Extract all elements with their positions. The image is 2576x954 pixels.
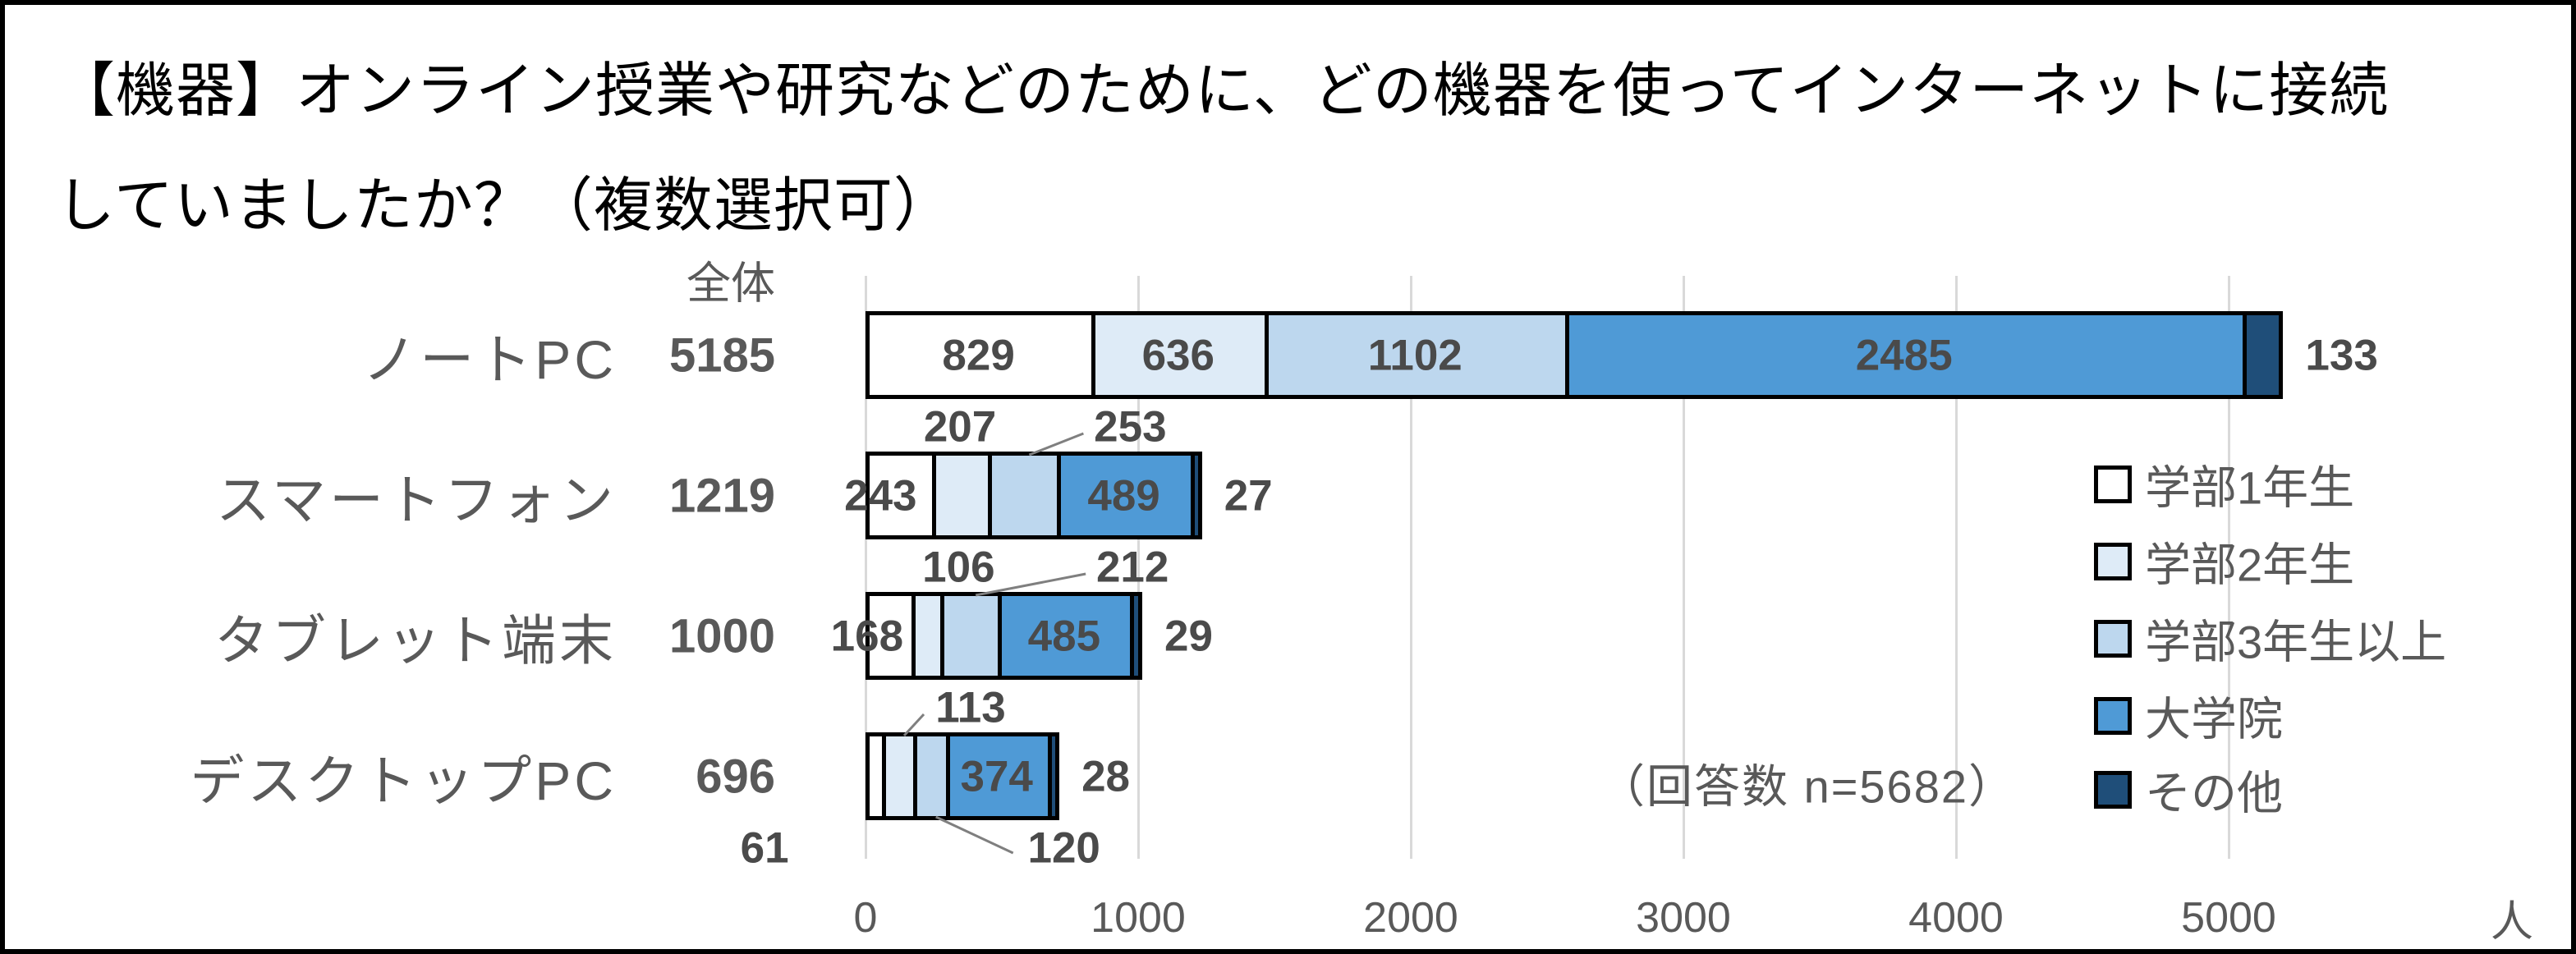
x-tick-1000: 1000 xyxy=(1091,894,1186,942)
value-label: 253 xyxy=(1094,402,1167,452)
gridline-1000 xyxy=(1136,276,1140,859)
value-label: 120 xyxy=(1027,823,1100,873)
category-label-1: スマートフォン xyxy=(215,469,617,530)
value-label: 829 xyxy=(942,331,1015,379)
total-label-3: 696 xyxy=(696,750,775,803)
x-tick-0: 0 xyxy=(853,894,878,942)
legend-label-3: 大学院 xyxy=(2145,693,2283,745)
bar-segment xyxy=(931,452,993,539)
value-label: 485 xyxy=(1027,612,1101,660)
gridline-0 xyxy=(864,276,867,859)
bar-segment xyxy=(1565,311,2248,399)
leader-line xyxy=(935,815,1014,855)
x-tick-2000: 2000 xyxy=(1363,894,1458,942)
bar-segment xyxy=(1047,732,1060,820)
bar-segment xyxy=(911,592,944,680)
value-label: 212 xyxy=(1095,543,1169,592)
bar-segment xyxy=(1130,592,1142,680)
value-label: 27 xyxy=(1224,471,1273,520)
value-label: 2485 xyxy=(1855,331,1953,379)
legend-label-1: 学部2年生 xyxy=(2145,539,2355,591)
value-label: 113 xyxy=(935,683,1006,732)
bar-segment xyxy=(988,452,1062,539)
value-label: 133 xyxy=(2305,331,2378,379)
category-label-2: タブレット端末 xyxy=(214,609,617,671)
overall-column-header: 全体 xyxy=(686,259,775,309)
legend-label-0: 学部1年生 xyxy=(2145,461,2355,514)
x-tick-4000: 4000 xyxy=(1908,894,2004,942)
legend-label-4: その他 xyxy=(2145,767,2283,819)
bar-segment xyxy=(939,592,1003,680)
x-axis-unit-label: 人 xyxy=(2490,898,2534,947)
bar-segment xyxy=(1190,452,1202,539)
legend-swatch-4 xyxy=(2094,771,2132,809)
bar-segment xyxy=(1265,311,1570,399)
response-count-note: （回答数 n=5682） xyxy=(1599,760,2016,813)
x-tick-3000: 3000 xyxy=(1636,894,1731,942)
value-label: 168 xyxy=(830,612,904,660)
total-label-1: 1219 xyxy=(668,469,775,522)
chart-title-line-1: 【機器】オンライン授業や研究などのために、どの機器を使ってインターネットに接続 xyxy=(56,58,2390,124)
bar-segment xyxy=(2243,311,2284,399)
bar-segment xyxy=(912,732,950,820)
value-label: 61 xyxy=(740,823,789,873)
gridline-5000 xyxy=(2227,276,2230,859)
legend-label-2: 学部3年生以上 xyxy=(2145,616,2447,668)
bar-segment xyxy=(882,732,917,820)
bar-segment xyxy=(1057,452,1195,539)
chart-title-line-2: していましたか？（複数選択可） xyxy=(56,173,953,239)
value-label: 243 xyxy=(844,471,917,520)
legend-swatch-2 xyxy=(2094,620,2132,658)
category-label-0: ノートPC xyxy=(362,328,617,390)
value-label: 106 xyxy=(922,543,995,592)
x-tick-5000: 5000 xyxy=(2181,894,2276,942)
value-label: 489 xyxy=(1087,471,1160,520)
gridline-2000 xyxy=(1409,276,1412,859)
category-label-3: デスクトップPC xyxy=(190,750,617,811)
gridline-4000 xyxy=(1954,276,1958,859)
total-label-0: 5185 xyxy=(668,328,775,382)
value-label: 636 xyxy=(1141,331,1215,379)
value-label: 1102 xyxy=(1367,331,1462,379)
total-label-2: 1000 xyxy=(668,609,775,663)
gridline-3000 xyxy=(1682,276,1685,859)
value-label: 207 xyxy=(923,402,997,452)
legend-swatch-0 xyxy=(2094,466,2132,503)
value-label: 29 xyxy=(1164,612,1213,660)
value-label: 28 xyxy=(1081,752,1131,800)
legend-swatch-1 xyxy=(2094,543,2132,580)
legend-swatch-3 xyxy=(2094,697,2132,735)
value-label: 374 xyxy=(960,752,1033,800)
